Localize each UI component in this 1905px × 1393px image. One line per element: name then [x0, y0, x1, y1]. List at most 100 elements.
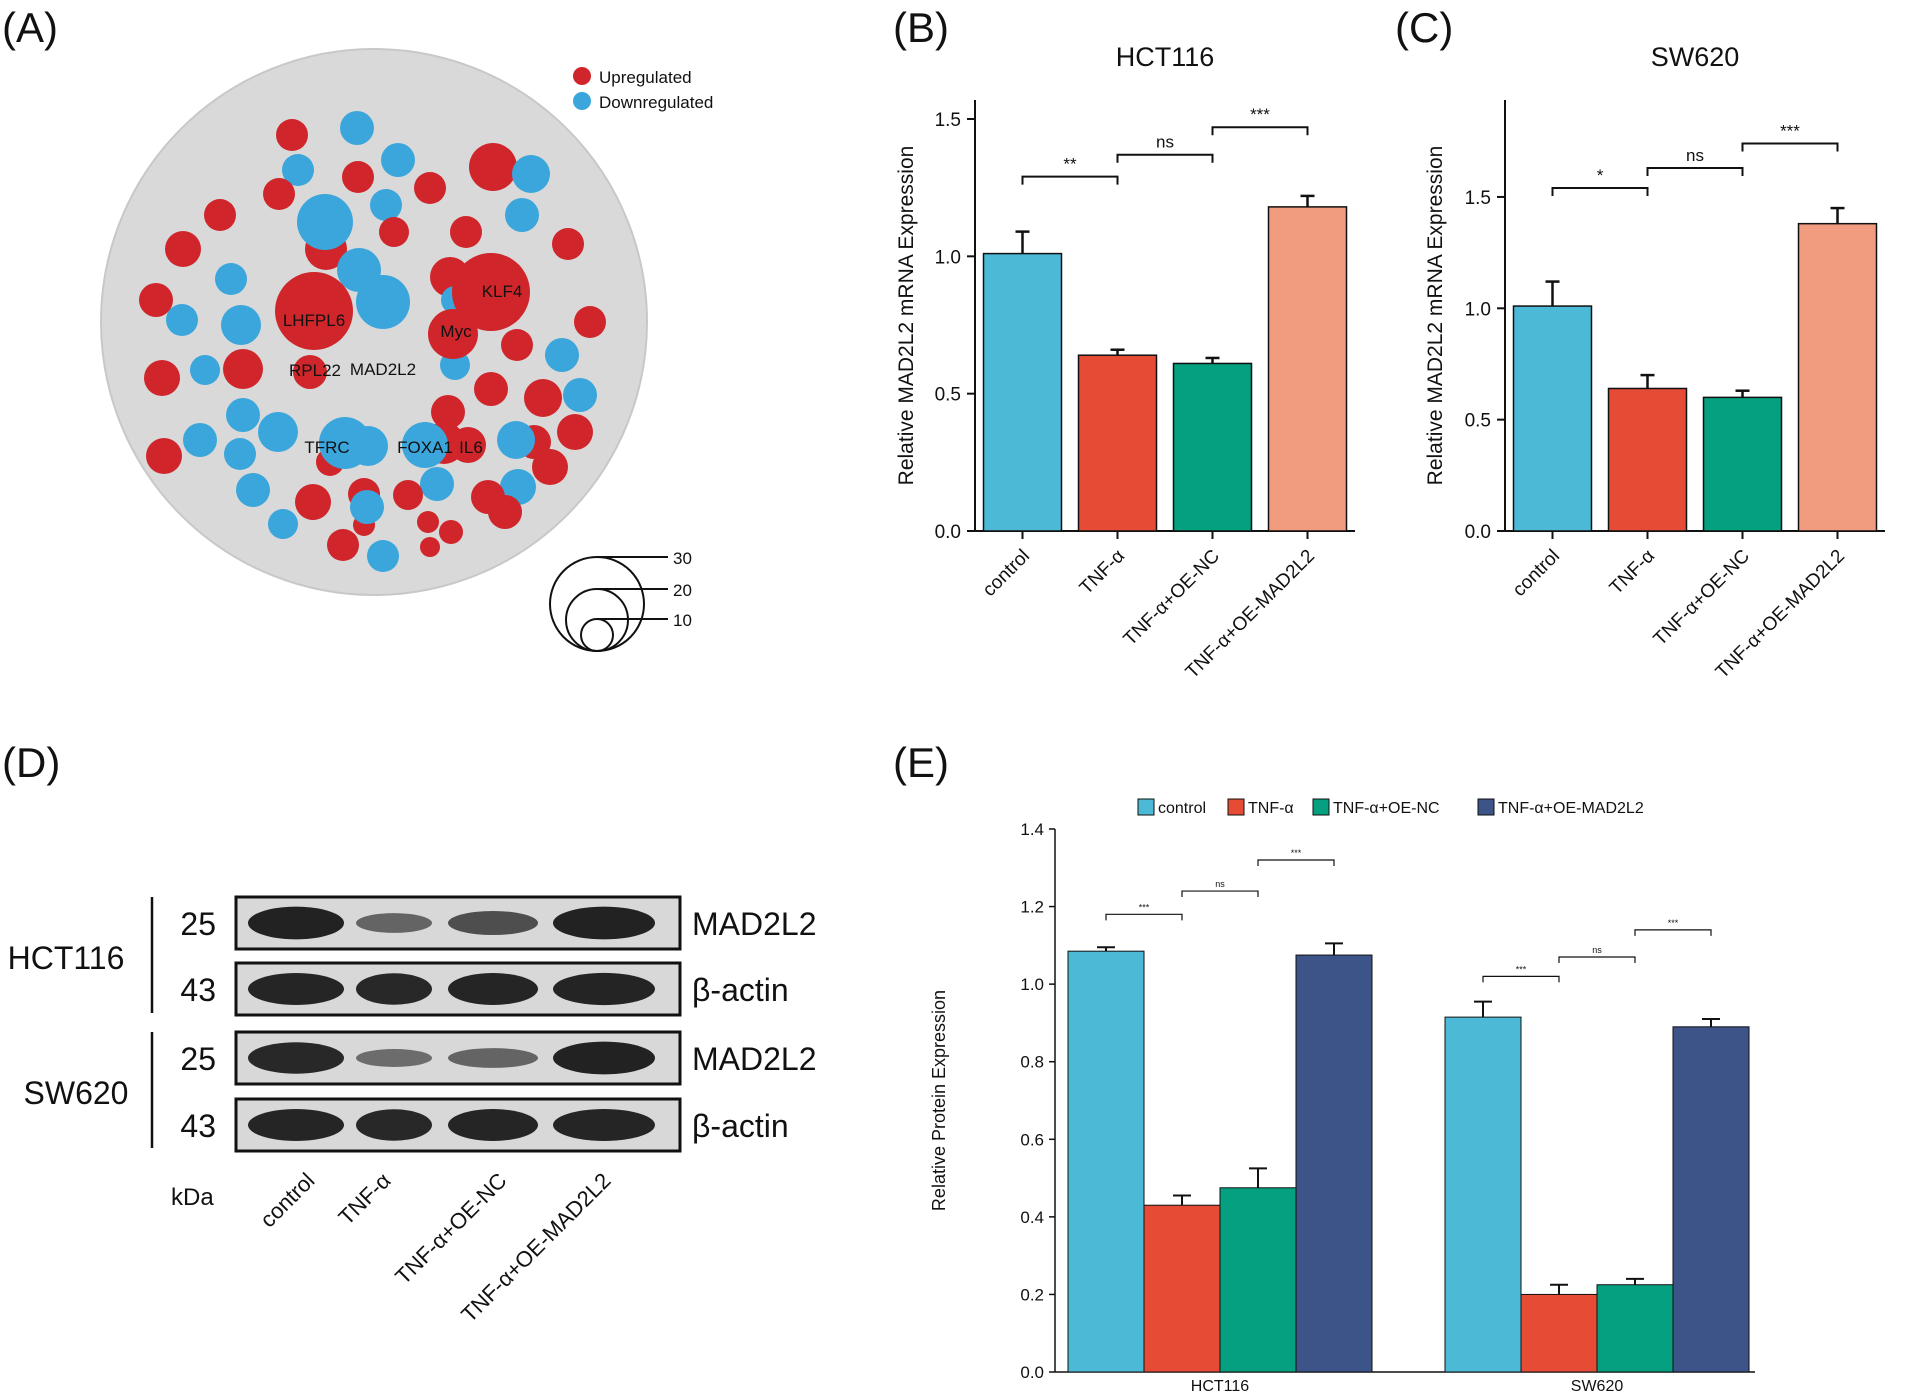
upregulated-node — [450, 216, 482, 248]
x-tick-label: control — [979, 546, 1034, 601]
legend-up-dot — [573, 67, 591, 85]
significance-bracket — [1181, 890, 1259, 898]
significance-label: ns — [1686, 146, 1704, 165]
hub-down-node — [297, 194, 353, 250]
upregulated-node — [393, 480, 423, 510]
downregulated-node — [545, 338, 579, 372]
bar-1 — [1607, 387, 1688, 532]
significance-bracket — [1211, 126, 1309, 136]
protein-label: β-actin — [692, 1108, 789, 1144]
significance-label: ns — [1156, 133, 1174, 152]
blot-band — [553, 906, 655, 940]
hub-down-node — [356, 275, 410, 329]
blot-band — [248, 973, 344, 1005]
bar-0-1 — [1143, 1204, 1221, 1373]
hub-up-node — [275, 272, 353, 350]
bar-3 — [1267, 206, 1348, 532]
downregulated-node — [367, 540, 399, 572]
upregulated-node — [420, 537, 440, 557]
kda-header: kDa — [171, 1184, 214, 1211]
bar-3 — [1797, 222, 1878, 532]
panel-a-letter: (A) — [2, 4, 58, 51]
significance-label: *** — [1780, 121, 1800, 140]
x-tick-label: TNF-α+OE-NC — [1650, 546, 1754, 650]
chart-e: 0.0 0.2 0.4 0.6 0.8 1.0 1.2 1.4 Relative Protein… — [929, 798, 1755, 1393]
x-tick-label: TNF-α+OE-NC — [1120, 546, 1224, 650]
size-10-circle — [580, 618, 614, 652]
upregulated-node — [524, 379, 562, 417]
blot-band — [248, 1042, 344, 1074]
upregulated-node — [414, 172, 446, 204]
network-panel: LHFPL6 KLF4 Myc MAD2L2 RPL22 TFRC FOXA1 IL6 Upr… — [100, 48, 713, 652]
significance-label: *** — [1139, 902, 1150, 912]
x-tick-label: SW620 — [1571, 1378, 1624, 1393]
upregulated-node — [327, 529, 359, 561]
y-tick-label: 1.0 — [1020, 975, 1044, 994]
upregulated-node — [165, 231, 201, 267]
y-tick-label: 0.4 — [1020, 1208, 1044, 1227]
y-tick-label: 0.0 — [935, 522, 961, 543]
y-tick-label: 0.6 — [1020, 1130, 1044, 1149]
y-tick-label: 0.5 — [1465, 411, 1491, 432]
legend-down-label: Downregulated — [599, 93, 713, 112]
blot-band — [448, 1109, 538, 1141]
chart-title: HCT116 — [1116, 42, 1215, 72]
chart-c: SW620 0.0 0.5 1.0 1.5 Relative MAD2L2 mRNA Ex… — [1424, 42, 1885, 683]
blot-band — [356, 913, 432, 933]
panel-d-letter: (D) — [2, 739, 60, 786]
chart-b: HCT116 0.0 0.5 1.0 1.5 Relative MAD2L2 mRNA E… — [895, 42, 1355, 683]
legend-swatch — [1312, 798, 1330, 816]
downregulated-node — [381, 143, 415, 177]
upregulated-node — [263, 178, 295, 210]
legend-label: TNF-α+OE-MAD2L2 — [1498, 800, 1644, 817]
molecular-weight-label: 43 — [180, 972, 216, 1008]
legend-up-label: Upregulated — [599, 68, 692, 87]
blot-band — [356, 1109, 432, 1141]
downregulated-node — [215, 263, 247, 295]
downregulated-node — [221, 305, 261, 345]
significance-bracket — [1116, 153, 1214, 163]
network-legend: Upregulated Downregulated — [573, 67, 713, 112]
downregulated-node — [420, 467, 454, 501]
upregulated-node — [276, 119, 308, 151]
blot-band — [248, 1109, 344, 1141]
hct116-label: HCT116 — [8, 940, 125, 976]
significance-bracket — [1105, 913, 1183, 921]
y-tick-label: 1.0 — [1465, 299, 1491, 320]
downregulated-node — [350, 490, 384, 524]
upregulated-node — [146, 438, 182, 474]
upregulated-node — [552, 228, 584, 260]
upregulated-node — [532, 449, 568, 485]
gene-label-myc: Myc — [440, 322, 472, 341]
bar-0-2 — [1219, 1187, 1297, 1373]
bar-0 — [982, 252, 1063, 532]
legend-swatch — [1227, 798, 1245, 816]
blot-rows: 25 MAD2L2 43 β-actin 25 MAD2L2 43 β-actin — [180, 895, 817, 1153]
molecular-weight-label: 25 — [180, 906, 216, 942]
size-30-label: 30 — [673, 549, 692, 568]
downregulated-node — [224, 438, 256, 470]
blot-band — [356, 1049, 432, 1067]
legend-label: TNF-α+OE-NC — [1333, 800, 1440, 817]
significance-label: *** — [1668, 918, 1679, 928]
gene-label-rpl22: RPL22 — [289, 361, 341, 380]
x-tick-label: TNF-α — [1606, 546, 1659, 599]
hub-down-node — [402, 422, 448, 468]
molecular-weight-label: 25 — [180, 1041, 216, 1077]
legend-swatch — [1477, 798, 1495, 816]
downregulated-node — [258, 412, 298, 452]
bar-0-0 — [1067, 950, 1145, 1373]
significance-bracket — [1257, 859, 1335, 867]
y-tick-label: 1.5 — [935, 110, 961, 131]
downregulated-node — [236, 473, 270, 507]
blot-band — [553, 972, 655, 1006]
upregulated-node — [501, 329, 533, 361]
y-tick-label: 0.8 — [1020, 1053, 1044, 1072]
lane-label: TNF-α — [333, 1168, 395, 1230]
significance-label: ns — [1592, 945, 1602, 955]
upregulated-node — [474, 372, 508, 406]
sw620-label: SW620 — [24, 1075, 129, 1111]
significance-label: ns — [1215, 879, 1225, 889]
upregulated-node — [557, 414, 593, 450]
